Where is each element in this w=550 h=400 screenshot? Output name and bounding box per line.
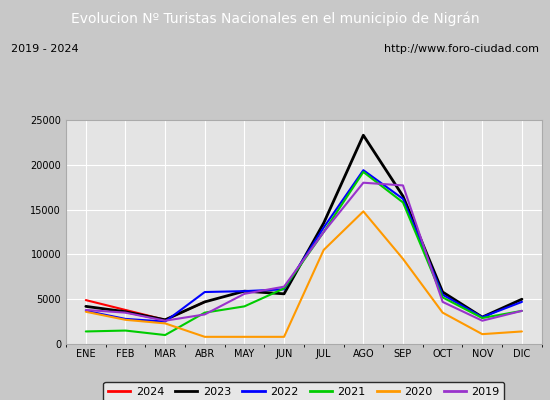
Legend: 2024, 2023, 2022, 2021, 2020, 2019: 2024, 2023, 2022, 2021, 2020, 2019 [103, 382, 504, 400]
Text: http://www.foro-ciudad.com: http://www.foro-ciudad.com [384, 44, 539, 54]
Text: Evolucion Nº Turistas Nacionales en el municipio de Nigrán: Evolucion Nº Turistas Nacionales en el m… [71, 12, 479, 26]
Text: 2019 - 2024: 2019 - 2024 [11, 44, 79, 54]
